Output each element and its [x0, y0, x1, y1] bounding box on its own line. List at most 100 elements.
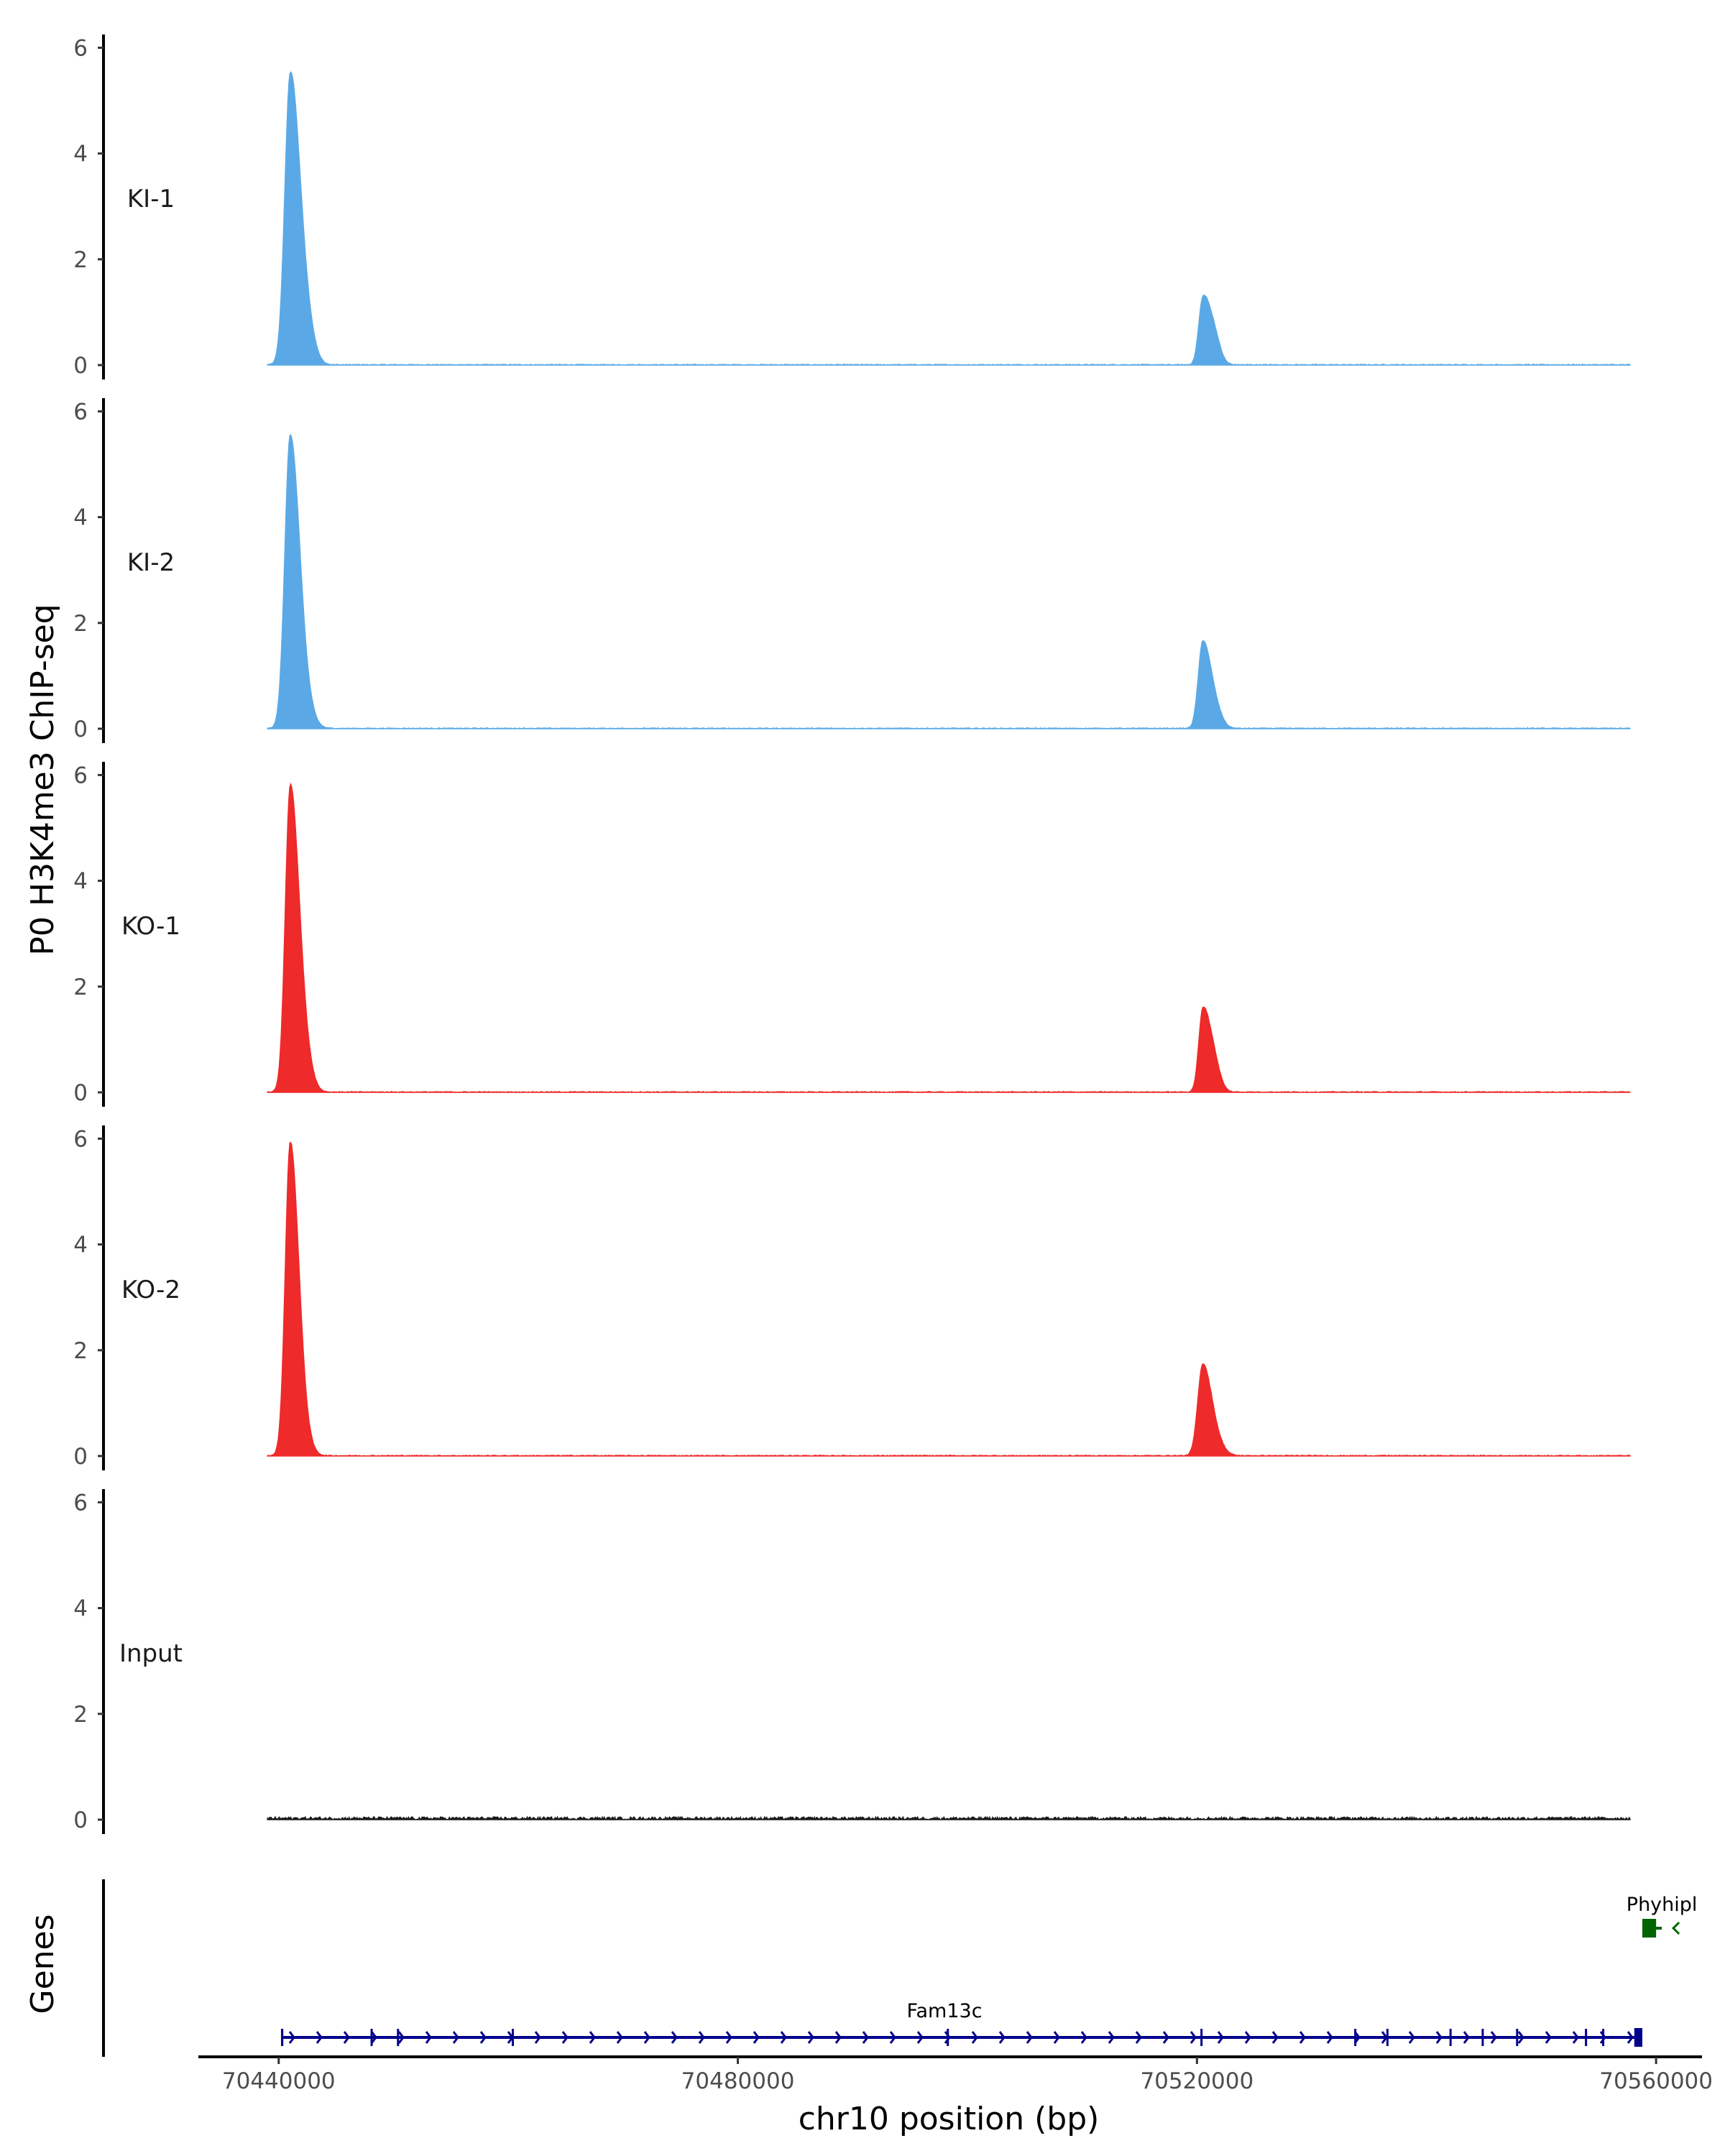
exon — [1602, 2029, 1605, 2046]
y-tick-label: 2 — [73, 247, 88, 273]
strand-chevron — [1244, 2031, 1251, 2044]
strand-chevron — [1408, 2031, 1415, 2044]
strand-chevron — [698, 2031, 705, 2044]
y-tick-label: 4 — [73, 1596, 88, 1622]
y-tick-label: 6 — [73, 1126, 88, 1152]
strand-chevron — [1671, 1921, 1680, 1935]
exon — [1200, 2029, 1203, 2046]
y-tick-label: 0 — [73, 1444, 88, 1470]
strand-chevron — [1217, 2031, 1224, 2044]
signal-tracks: 0 2 4 6 KI-1 0 2 4 6 KI-2 0 2 4 6 KO-1 0 2 4 6 KO-2 0 2 4 6 Inpu… — [73, 34, 1631, 1834]
y-tick-label: 2 — [73, 1338, 88, 1364]
exon — [1354, 2029, 1357, 2046]
strand-chevron — [671, 2031, 678, 2044]
signal-area-ki-2 — [267, 433, 1631, 729]
strand-chevron — [753, 2031, 760, 2044]
strand-chevron — [288, 2031, 295, 2044]
strand-chevron — [397, 2031, 405, 2044]
exon — [1634, 2028, 1642, 2047]
y-tick-label: 6 — [73, 399, 88, 425]
track-label: Input — [119, 1639, 183, 1668]
track-input: 0 2 4 6 Input — [73, 1489, 1631, 1834]
strand-chevron — [1026, 2031, 1033, 2044]
gene-fam13c: Fam13c — [280, 2000, 1642, 2047]
strand-chevron — [316, 2031, 323, 2044]
x-tick-label: 70480000 — [681, 2068, 795, 2094]
y-tick-label: 6 — [73, 35, 88, 61]
track-label: KO-2 — [121, 1276, 180, 1304]
exon — [1642, 1919, 1657, 1938]
x-tick-label: 70440000 — [222, 2068, 336, 2094]
strand-chevron — [616, 2031, 623, 2044]
exon — [397, 2029, 400, 2046]
strand-chevron — [807, 2031, 814, 2044]
strand-chevron — [1190, 2031, 1197, 2044]
strand-chevron — [370, 2031, 377, 2044]
y-tick-label: 0 — [73, 1080, 88, 1106]
strand-chevron — [862, 2031, 869, 2044]
strand-chevron — [1271, 2031, 1279, 2044]
x-tick-label: 70560000 — [1599, 2068, 1713, 2094]
strand-chevron — [1599, 2031, 1606, 2044]
exon — [1585, 2029, 1588, 2046]
track-ki-2: 0 2 4 6 KI-2 — [73, 398, 1631, 743]
y-tick-label: 6 — [73, 763, 88, 788]
track-label: KI-2 — [127, 548, 175, 577]
track-label: KO-1 — [121, 912, 180, 941]
strand-chevron — [479, 2031, 487, 2044]
strand-chevron — [971, 2031, 978, 2044]
strand-chevron — [780, 2031, 787, 2044]
strand-chevron — [643, 2031, 650, 2044]
y-tick-label: 4 — [73, 869, 88, 895]
y-tick-label: 0 — [73, 717, 88, 742]
track-label: KI-1 — [127, 185, 175, 213]
exon — [1481, 2029, 1484, 2046]
strand-chevron — [1135, 2031, 1142, 2044]
strand-chevron — [1080, 2031, 1087, 2044]
y-tick-label: 4 — [73, 505, 88, 531]
signal-area-input — [267, 1815, 1631, 1821]
strand-chevron — [1299, 2031, 1306, 2044]
y-tick-label: 4 — [73, 1233, 88, 1258]
strand-chevron — [944, 2031, 951, 2044]
strand-chevron — [1108, 2031, 1115, 2044]
y-axis-title: P0 H3K4me3 ChIP-seq — [24, 604, 61, 955]
y-tick-label: 2 — [73, 975, 88, 1000]
strand-chevron — [534, 2031, 541, 2044]
track-ki-1: 0 2 4 6 KI-1 — [73, 34, 1631, 379]
y-tick-label: 4 — [73, 142, 88, 167]
exon — [1449, 2029, 1452, 2046]
strand-chevron — [425, 2031, 432, 2044]
y-tick-label: 6 — [73, 1490, 88, 1516]
x-axis-title: chr10 position (bp) — [799, 2101, 1100, 2137]
genes-axis-title: Genes — [24, 1914, 61, 2014]
strand-chevron — [589, 2031, 596, 2044]
strand-chevron — [561, 2031, 569, 2044]
gene-label: Fam13c — [906, 2000, 982, 2022]
track-ko-2: 0 2 4 6 KO-2 — [73, 1125, 1631, 1470]
strand-chevron — [343, 2031, 350, 2044]
strand-chevron — [889, 2031, 896, 2044]
strand-chevron — [916, 2031, 924, 2044]
exon — [1386, 2029, 1389, 2046]
y-tick-label: 0 — [73, 353, 88, 379]
exon — [370, 2029, 373, 2046]
exon — [947, 2029, 949, 2046]
strand-chevron — [1162, 2031, 1169, 2044]
strand-chevron — [1435, 2031, 1443, 2044]
strand-chevron — [834, 2031, 842, 2044]
track-ko-1: 0 2 4 6 KO-1 — [73, 762, 1631, 1107]
signal-area-ko-1 — [267, 782, 1631, 1093]
strand-chevron — [1545, 2031, 1552, 2044]
strand-chevron — [725, 2031, 732, 2044]
y-tick-label: 2 — [73, 611, 88, 637]
exon — [1516, 2029, 1519, 2046]
signal-area-ki-1 — [267, 70, 1631, 366]
strand-chevron — [1490, 2031, 1497, 2044]
x-tick-label: 70520000 — [1140, 2068, 1254, 2094]
y-tick-label: 0 — [73, 1807, 88, 1833]
exon — [280, 2029, 284, 2046]
strand-chevron — [998, 2031, 1006, 2044]
gene-label: Phyhipl — [1627, 1894, 1698, 1916]
